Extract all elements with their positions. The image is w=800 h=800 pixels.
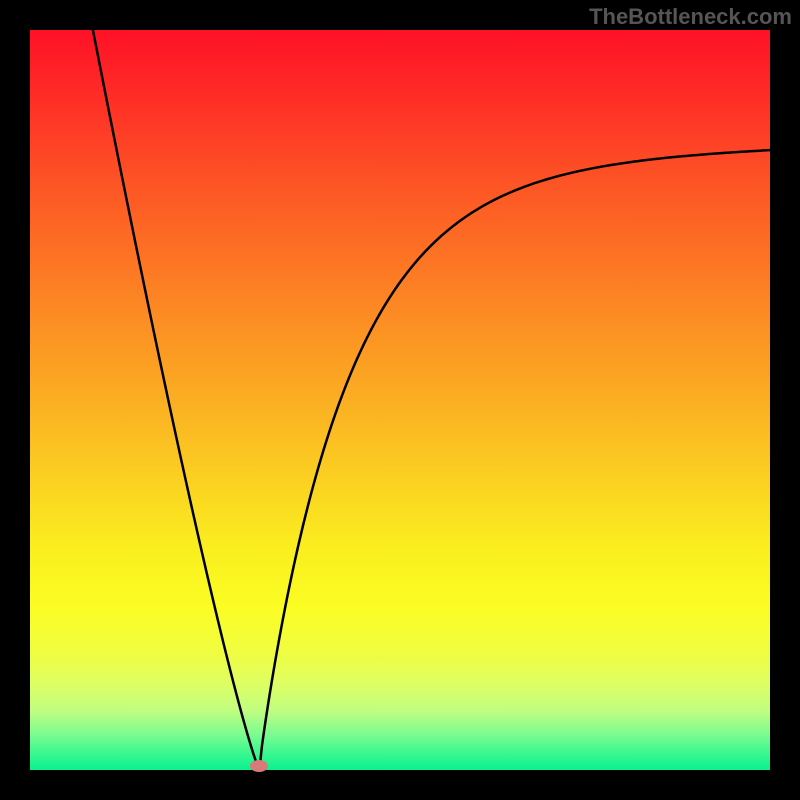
minimum-marker: [250, 760, 268, 772]
watermark-text: TheBottleneck.com: [589, 4, 792, 30]
chart-container: TheBottleneck.com: [0, 0, 800, 800]
curve-overlay: [30, 30, 770, 770]
plot-area: [30, 30, 770, 770]
bottleneck-curve: [93, 30, 770, 770]
